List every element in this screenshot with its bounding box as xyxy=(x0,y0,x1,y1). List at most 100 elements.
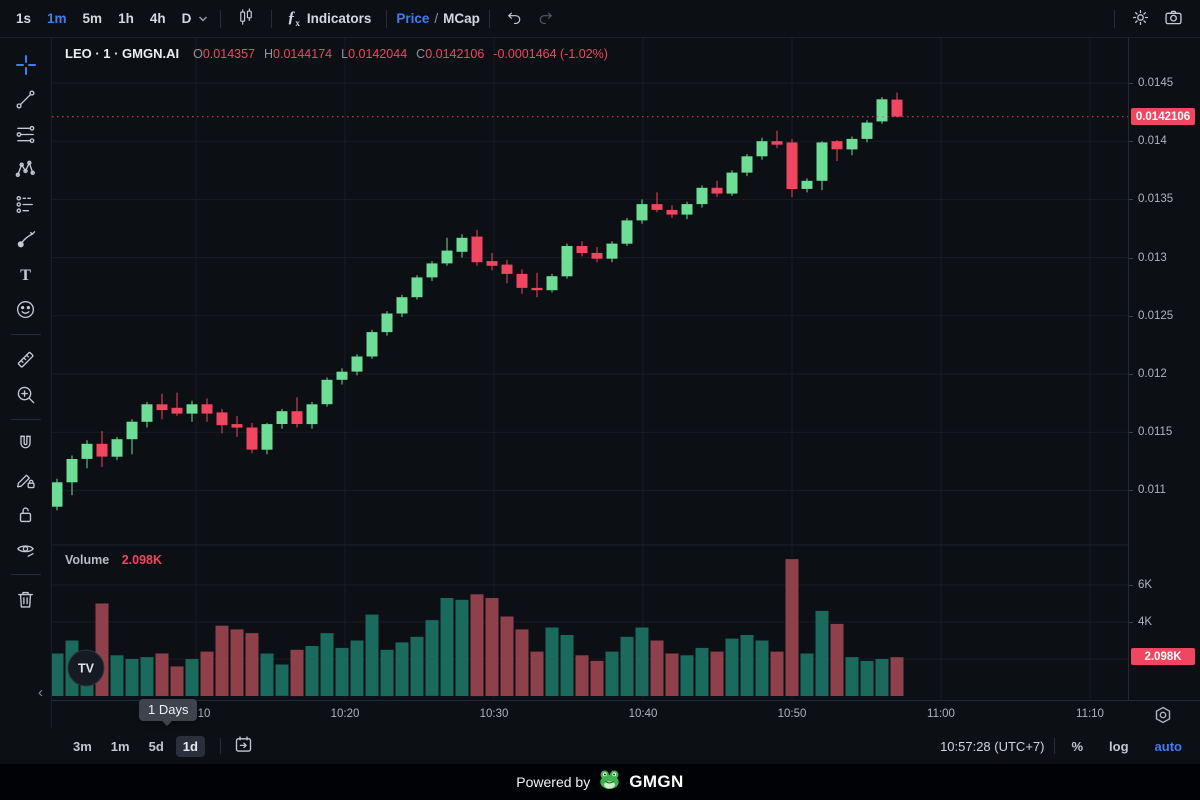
range-1d[interactable]: 1d xyxy=(175,735,205,757)
volume-bar xyxy=(770,651,784,696)
brand-name: GMGN xyxy=(629,772,684,791)
chevron-down-icon[interactable] xyxy=(195,11,211,27)
price-axis-label-tick xyxy=(1129,432,1133,433)
volume-bar xyxy=(740,635,754,696)
pattern-icon[interactable] xyxy=(6,152,46,187)
high-label: H xyxy=(264,46,274,61)
candle xyxy=(52,478,63,511)
tradingview-logo[interactable]: TV xyxy=(67,649,105,687)
candle xyxy=(876,97,888,124)
candle xyxy=(741,154,753,177)
volume-bar xyxy=(545,627,559,696)
volume-bar xyxy=(350,640,364,696)
timeframe-4h[interactable]: 4h xyxy=(142,7,174,30)
delete-drawings-icon[interactable] xyxy=(6,582,46,617)
zoom-in-icon[interactable] xyxy=(6,377,46,412)
candle xyxy=(891,92,903,118)
candle xyxy=(336,368,348,385)
time-axis-label: 10:20 xyxy=(330,708,360,720)
timeframe-1m[interactable]: 1m xyxy=(39,7,75,30)
candlestick-chart[interactable] xyxy=(52,38,1128,700)
go-to-date-button[interactable] xyxy=(231,732,256,760)
timeframe-1h[interactable]: 1h xyxy=(110,7,142,30)
screenshot-button[interactable] xyxy=(1157,3,1190,35)
settings-button[interactable] xyxy=(1124,3,1157,35)
range-1m[interactable]: 1m xyxy=(104,736,137,757)
candlestick-style-icon xyxy=(236,7,256,30)
log-scale-button[interactable]: log xyxy=(1103,738,1135,755)
candle xyxy=(501,259,513,284)
auto-scale-button[interactable]: auto xyxy=(1149,738,1188,755)
undo-button[interactable] xyxy=(499,4,530,34)
volume-bar xyxy=(500,616,514,696)
hide-drawings-icon[interactable] xyxy=(6,532,46,567)
candle xyxy=(546,273,558,293)
close-label: C xyxy=(416,46,426,61)
price-axis-label: 0.012 xyxy=(1138,368,1167,380)
volume-bar xyxy=(575,655,589,696)
trend-line-icon[interactable] xyxy=(6,82,46,117)
crosshair-icon[interactable] xyxy=(6,47,46,82)
range-3m[interactable]: 3m xyxy=(66,736,99,757)
candle xyxy=(261,422,273,455)
symbol-title[interactable]: LEO · 1 · GMGN.AI xyxy=(65,46,180,61)
price-mode-label[interactable]: Price xyxy=(396,11,430,26)
mcap-mode-label[interactable]: MCap xyxy=(443,11,480,26)
toolbar-divider xyxy=(1114,9,1115,28)
price-axis-label: 0.014 xyxy=(1138,135,1167,147)
emoji-icon[interactable] xyxy=(6,292,46,327)
volume-bar xyxy=(845,657,859,696)
percent-scale-button[interactable]: % xyxy=(1065,738,1089,755)
candle xyxy=(126,419,138,455)
chart-pane: LEO · 1 · GMGN.AI O0.014357 H0.0144174 L… xyxy=(52,38,1128,700)
price-axis-label-tick xyxy=(1129,258,1133,259)
volume-bar xyxy=(455,599,469,696)
volume-label[interactable]: Volume xyxy=(65,553,110,567)
fx-icon: ƒx xyxy=(287,8,300,29)
slash-separator: / xyxy=(434,11,439,26)
volume-bar xyxy=(290,649,304,697)
text-icon[interactable]: T xyxy=(6,257,46,292)
open-value: 0.014357 xyxy=(202,46,255,61)
candle xyxy=(456,234,468,258)
forecast-icon[interactable] xyxy=(6,187,46,222)
timeframe-5m[interactable]: 5m xyxy=(75,7,111,30)
range-5d[interactable]: 5d xyxy=(142,736,171,757)
candle xyxy=(756,137,768,160)
candle xyxy=(96,431,108,468)
ruler-icon[interactable] xyxy=(6,342,46,377)
parallel-lines-icon[interactable] xyxy=(6,117,46,152)
footer: Powered by GMGN xyxy=(0,764,1200,800)
candle xyxy=(651,192,663,213)
last-volume-badge: 2.098K xyxy=(1131,648,1195,665)
candle xyxy=(606,241,618,263)
price-mcap-toggle[interactable]: Price / MCap xyxy=(396,11,480,26)
candle xyxy=(66,455,78,496)
price-axis-label: 0.011 xyxy=(1138,484,1166,496)
volume-bar xyxy=(425,620,439,696)
price-axis-label: 0.0145 xyxy=(1138,77,1174,89)
price-scale[interactable]: 0.0142106 2.098K 0.0145 0.014 0.0135 0.013 0… xyxy=(1128,38,1200,700)
clock[interactable]: 10:57:28 (UTC+7) xyxy=(940,738,1045,754)
volume-bar xyxy=(560,635,574,696)
lock-icon[interactable] xyxy=(6,497,46,532)
toolbar-right-group xyxy=(1105,3,1190,35)
chart-style-button[interactable] xyxy=(230,3,262,34)
volume-bar xyxy=(800,653,814,696)
scroll-left-icon[interactable]: ‹ xyxy=(38,684,43,701)
candle xyxy=(846,136,858,156)
brush-icon[interactable] xyxy=(6,222,46,257)
drawing-lock-icon[interactable] xyxy=(6,462,46,497)
timezone-settings-button[interactable] xyxy=(1151,703,1175,730)
redo-button[interactable] xyxy=(530,4,561,34)
candle xyxy=(366,329,378,359)
candle xyxy=(666,205,678,218)
timeframe-1s[interactable]: 1s xyxy=(8,7,39,30)
timeframe-d[interactable]: D xyxy=(174,7,200,30)
svg-text:T: T xyxy=(20,265,31,284)
volume-bar xyxy=(230,629,244,696)
time-axis-label: 11:00 xyxy=(927,708,955,720)
magnet-icon[interactable] xyxy=(6,427,46,462)
indicators-button[interactable]: ƒx Indicators xyxy=(281,5,377,32)
